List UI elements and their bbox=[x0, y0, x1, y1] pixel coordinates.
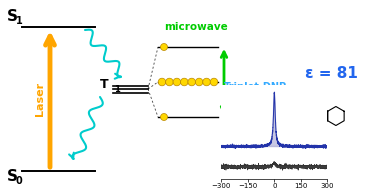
Text: microwave: microwave bbox=[164, 22, 228, 32]
Circle shape bbox=[158, 78, 166, 86]
Circle shape bbox=[180, 78, 188, 86]
Text: S: S bbox=[7, 9, 18, 24]
Circle shape bbox=[195, 78, 203, 86]
Circle shape bbox=[210, 78, 218, 86]
Circle shape bbox=[160, 114, 167, 121]
Text: ε = 81: ε = 81 bbox=[305, 66, 358, 81]
Text: 1: 1 bbox=[114, 85, 120, 94]
Text: 0: 0 bbox=[16, 176, 23, 186]
Circle shape bbox=[188, 78, 196, 86]
Text: S: S bbox=[7, 169, 18, 184]
Circle shape bbox=[166, 78, 173, 86]
Text: Triplet-DNP: Triplet-DNP bbox=[224, 82, 287, 92]
Text: Laser: Laser bbox=[35, 82, 45, 116]
Circle shape bbox=[160, 43, 167, 50]
Text: Thermal: Thermal bbox=[224, 101, 269, 111]
Circle shape bbox=[203, 78, 211, 86]
Text: T: T bbox=[99, 78, 108, 91]
Text: 1: 1 bbox=[16, 16, 23, 26]
Circle shape bbox=[173, 78, 181, 86]
